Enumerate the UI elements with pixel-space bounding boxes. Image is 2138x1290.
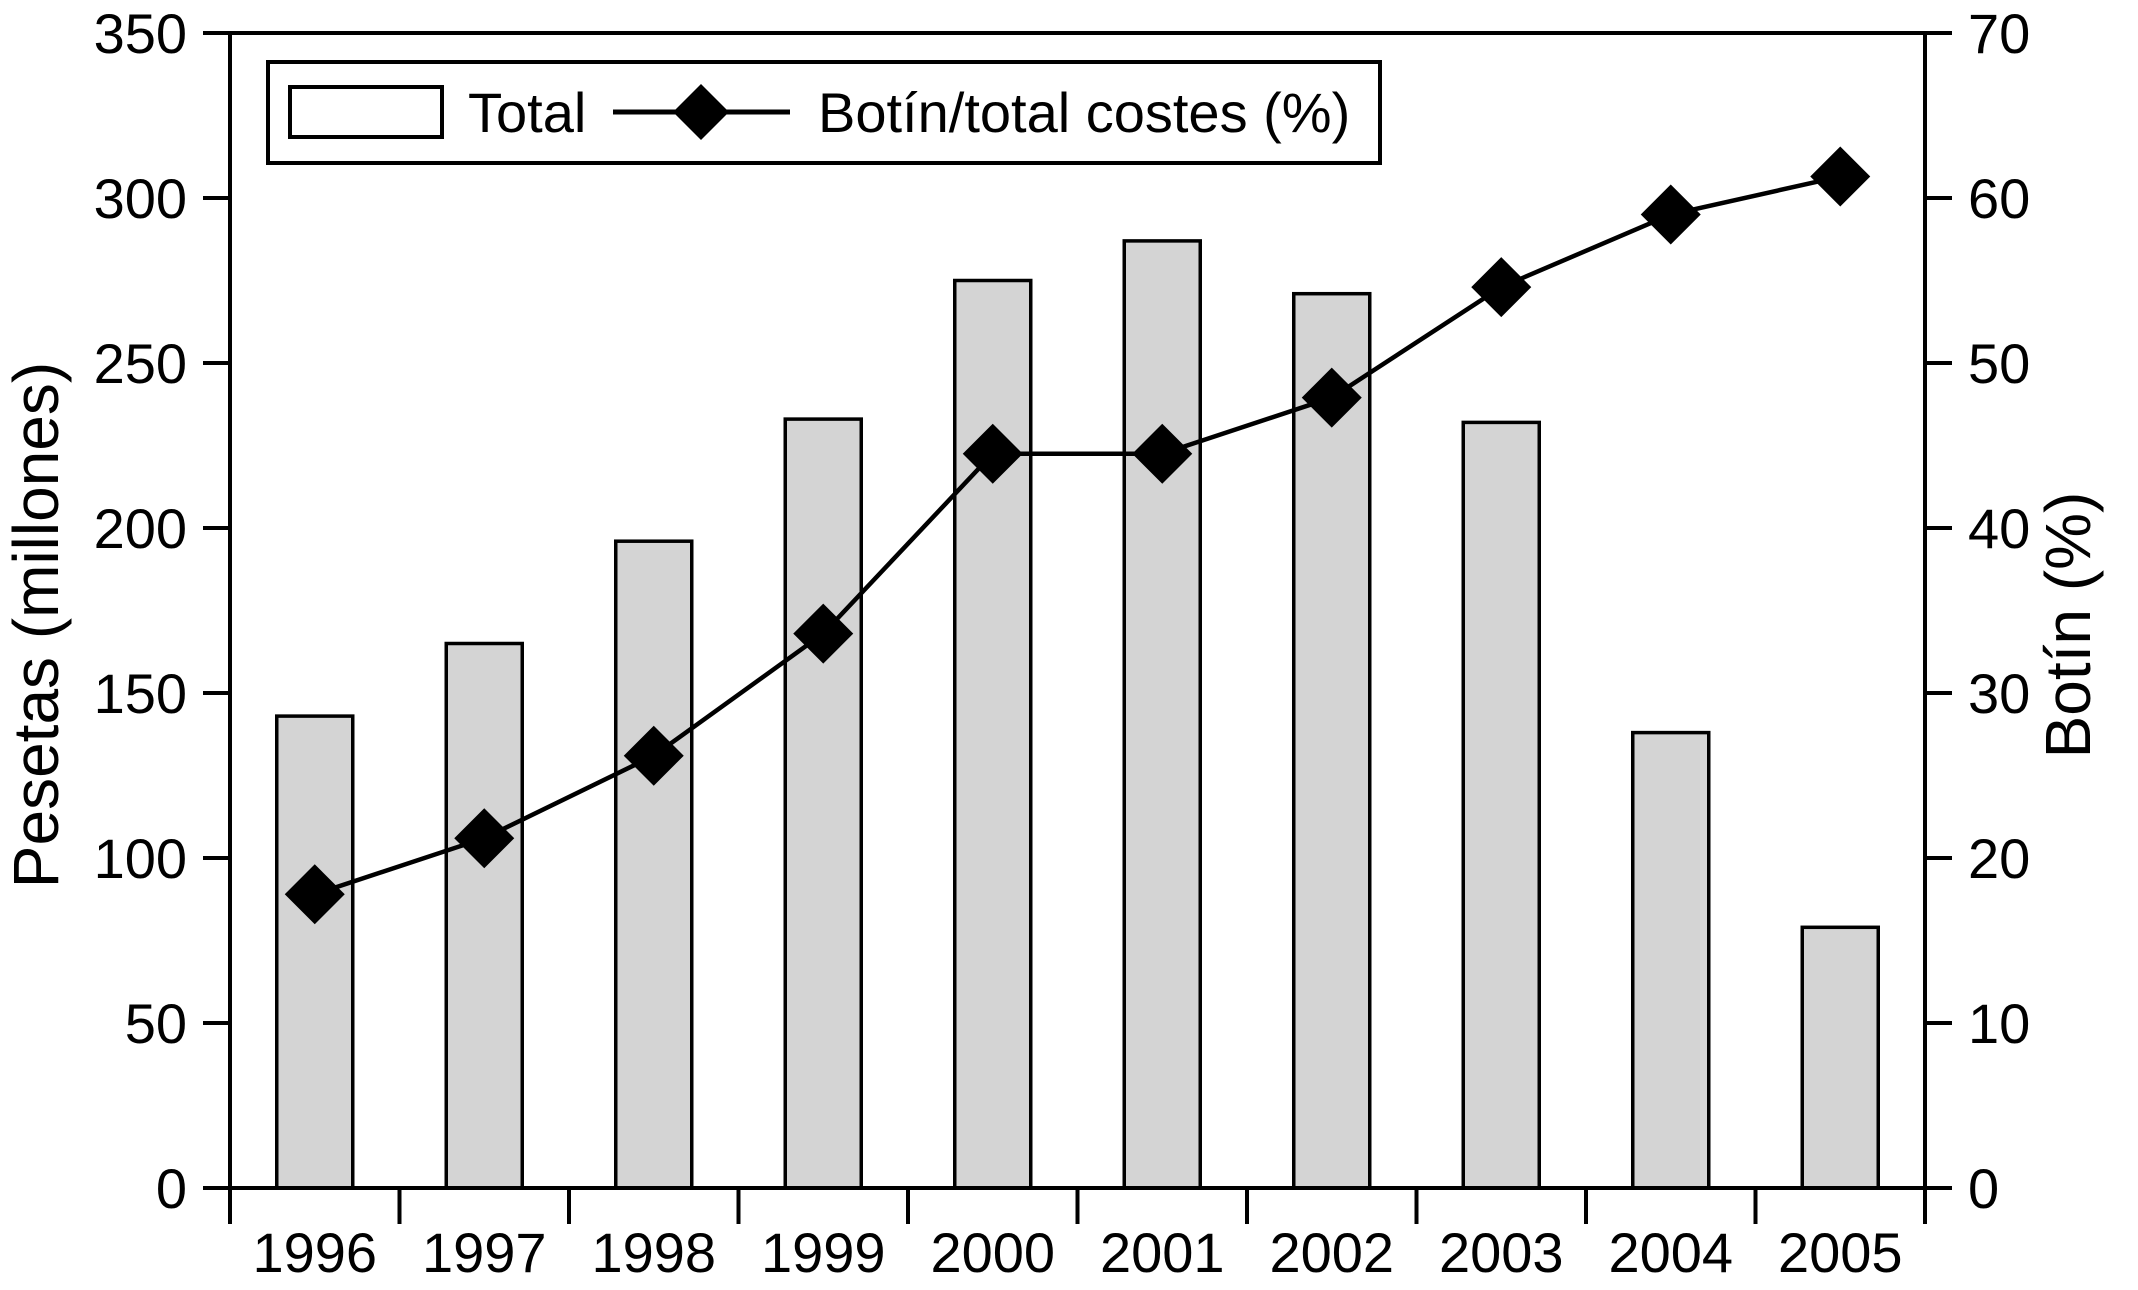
right-tick-label-50: 50 [1968, 332, 2030, 395]
diamond-marker-2001 [1132, 423, 1193, 484]
left-tick-label-250: 250 [94, 332, 187, 395]
plot-frame [228, 31, 1927, 1190]
diamond-marker-2003 [1471, 257, 1532, 318]
right-tick-label-0: 0 [1968, 1157, 1999, 1220]
bar-1999 [783, 417, 863, 1190]
diamond-marker-2002 [1301, 367, 1362, 428]
legend: Total Botín/total costes (%) [266, 60, 1382, 165]
right-axis-title: Botín (%) [2032, 492, 2104, 759]
x-axis-ticks: 1996 1997 1998 1999 2000 2001 2002 2003 2004 2005 [228, 1188, 1927, 1284]
right-tick-label-10: 10 [1968, 992, 2030, 1055]
legend-total-label: Total [468, 81, 586, 144]
bar-2005 [1800, 925, 1880, 1190]
diamond-marker-1997 [454, 808, 515, 869]
x-tick-label-2003: 2003 [1439, 1221, 1564, 1284]
diamond-markers [284, 146, 1871, 925]
left-tick-label-0: 0 [156, 1157, 187, 1220]
right-tick-label-40: 40 [1968, 497, 2030, 560]
x-tick-label-2005: 2005 [1778, 1221, 1903, 1284]
right-tick-label-60: 60 [1968, 167, 2030, 230]
x-tick-label-1997: 1997 [422, 1221, 547, 1284]
diamond-marker-1996 [284, 864, 345, 925]
right-tick-label-30: 30 [1968, 662, 2030, 725]
diamond-marker-1999 [793, 603, 854, 664]
bar-2004 [1631, 730, 1711, 1190]
left-tick-label-200: 200 [94, 497, 187, 560]
bar-1997 [444, 641, 524, 1190]
legend-botin-label: Botín/total costes (%) [818, 81, 1350, 144]
bar-1998 [614, 539, 694, 1190]
left-axis-title: Pesetas (millones) [0, 362, 72, 888]
x-tick-label-2000: 2000 [930, 1221, 1055, 1284]
bar-2003 [1461, 420, 1541, 1190]
legend-box [266, 60, 1382, 165]
legend-bar-swatch-icon [288, 85, 444, 139]
line-layer [314, 174, 1841, 897]
legend-diamond-icon [673, 84, 729, 140]
x-tick-label-2002: 2002 [1269, 1221, 1394, 1284]
bar-2000 [953, 278, 1033, 1190]
bar-1996 [275, 714, 355, 1190]
left-tick-label-350: 350 [94, 2, 187, 65]
left-tick-label-300: 300 [94, 167, 187, 230]
bars-layer [275, 239, 1880, 1190]
x-tick-label-2001: 2001 [1100, 1221, 1225, 1284]
diamond-marker-2005 [1810, 146, 1871, 207]
x-tick-label-2004: 2004 [1608, 1221, 1733, 1284]
x-tick-label-1999: 1999 [761, 1221, 886, 1284]
right-tick-label-70: 70 [1968, 2, 2030, 65]
left-tick-label-50: 50 [125, 992, 187, 1055]
diamond-marker-1998 [623, 725, 684, 786]
diamond-marker-2004 [1640, 184, 1701, 245]
left-axis-ticks: 0 50 100 150 200 250 300 350 [94, 2, 230, 1220]
left-tick-label-150: 150 [94, 662, 187, 725]
right-tick-label-20: 20 [1968, 827, 2030, 890]
right-axis-ticks: 0 10 20 30 40 50 60 70 [1925, 2, 2030, 1220]
bar-2002 [1292, 291, 1372, 1190]
botin-line [314, 174, 1841, 897]
diamond-marker-2000 [962, 423, 1023, 484]
x-tick-label-1998: 1998 [591, 1221, 716, 1284]
x-tick-label-1996: 1996 [252, 1221, 377, 1284]
bar-2001 [1122, 239, 1202, 1190]
left-tick-label-100: 100 [94, 827, 187, 890]
